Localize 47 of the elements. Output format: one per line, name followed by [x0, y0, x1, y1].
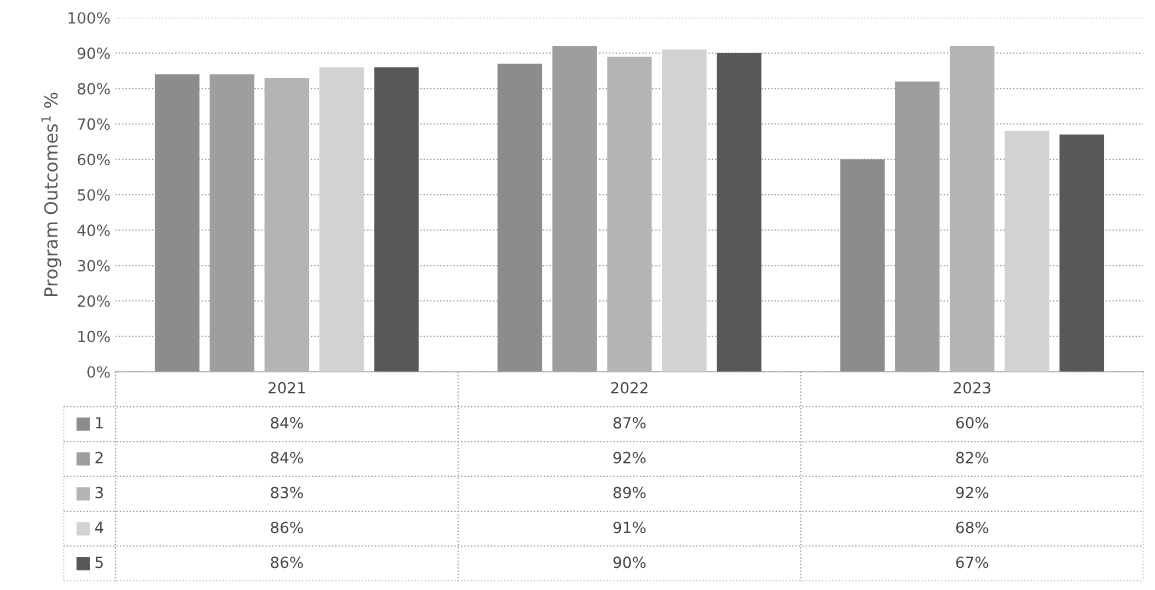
y-tick-label: 70%: [77, 118, 110, 130]
data-label: 92%: [956, 486, 989, 499]
bar: [374, 67, 419, 372]
y-tick-label: 40%: [77, 224, 110, 237]
y-tick-label: 10%: [78, 330, 110, 343]
data-label: 68%: [956, 521, 989, 534]
data-label: 83%: [270, 486, 303, 499]
bar: [840, 159, 885, 372]
data-label: 91%: [613, 521, 646, 534]
y-tick-label: 100%: [68, 12, 110, 24]
bar: [497, 63, 543, 372]
y-tick-label: 0%: [87, 366, 110, 378]
data-label: 89%: [613, 486, 646, 499]
data-label: 87%: [613, 416, 646, 429]
x-tick-label: 2021: [268, 382, 305, 394]
y-tick-label: 90%: [77, 47, 110, 60]
bar: [319, 67, 364, 372]
data-label: 67%: [956, 556, 989, 569]
data-label: 60%: [956, 416, 989, 429]
bar: [607, 56, 652, 372]
legend-label: 4: [95, 521, 104, 533]
bar: [949, 46, 995, 372]
data-label: 82%: [956, 451, 989, 464]
data-label: 90%: [613, 556, 646, 569]
legend-label: 3: [95, 486, 103, 499]
x-tick-label: 2023: [953, 382, 991, 394]
legend-label: 1: [96, 417, 103, 429]
bar: [716, 53, 762, 372]
y-tick-label: 20%: [77, 295, 110, 307]
legend-label: 5: [95, 556, 103, 569]
y-tick-label: 80%: [77, 82, 110, 95]
y-axis-title: Program Outcomes$^{1}$ %: [41, 92, 62, 297]
y-tick-label: 60%: [77, 153, 110, 166]
data-label: 84%: [270, 416, 303, 429]
data-label: 86%: [270, 556, 303, 569]
x-tick-label: 2022: [611, 382, 648, 394]
data-label: 84%: [270, 451, 303, 464]
bar: [154, 74, 200, 372]
y-tick-label: 30%: [77, 259, 110, 272]
bar: [264, 77, 310, 372]
bar: [1059, 134, 1105, 372]
legend-label: 2: [95, 451, 103, 464]
y-tick-label: 50%: [77, 189, 110, 201]
data-label: 92%: [613, 451, 646, 464]
bar: [662, 49, 707, 372]
data-label: 86%: [270, 521, 303, 534]
bar: [1004, 130, 1050, 372]
